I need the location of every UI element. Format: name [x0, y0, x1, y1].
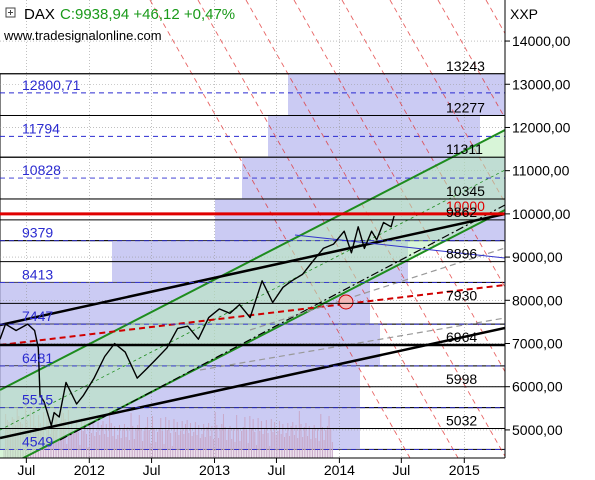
level-label: 9379 — [22, 225, 53, 241]
y-tick-label: 13000,00 — [512, 76, 571, 92]
marker-circle — [338, 294, 354, 310]
level-label: 11311 — [446, 141, 483, 157]
diagonal-line — [149, 0, 411, 458]
x-tick-label: Jul — [143, 462, 161, 478]
expand-icon[interactable] — [5, 7, 16, 18]
x-tick-label: 2015 — [449, 462, 480, 478]
level-label: 10000 — [446, 198, 485, 214]
x-tick-label: 2012 — [74, 462, 105, 478]
level-label: 7447 — [22, 308, 53, 324]
chart-symbol: DAX — [24, 6, 55, 23]
channel-fill — [0, 130, 505, 458]
level-label: 12277 — [446, 99, 485, 115]
channel-border — [0, 129, 505, 391]
y-tick-label: 14000,00 — [512, 33, 571, 49]
diagonal-line — [582, 0, 595, 458]
level-label: 7930 — [446, 287, 477, 303]
x-tick-label: Jul — [267, 462, 285, 478]
y-tick-label: 11000,00 — [512, 163, 570, 179]
level-label: 10345 — [446, 183, 485, 199]
x-tick-label: Jul — [17, 462, 35, 478]
y-tick-label: 7000,00 — [512, 336, 563, 352]
y-tick-label: 9000,00 — [512, 249, 563, 265]
trendline-red-dashed — [0, 284, 505, 346]
level-label: 4549 — [22, 433, 53, 449]
y-tick-label: 10000,00 — [512, 206, 571, 222]
price-line — [0, 215, 395, 427]
level-label: 13243 — [446, 58, 485, 74]
level-label: 5515 — [22, 392, 53, 408]
x-tick-label: Jul — [392, 462, 410, 478]
level-label: 8896 — [446, 246, 477, 262]
level-label: 12800,71 — [22, 77, 81, 93]
x-tick-label: 2014 — [324, 462, 355, 478]
trendline-lower — [0, 326, 505, 440]
trendline-blue — [294, 234, 505, 259]
y-tick-label: 5000,00 — [512, 422, 563, 438]
y-tick-label: 12000,00 — [512, 119, 571, 135]
diagonal-line — [341, 0, 505, 289]
level-band-shade — [288, 73, 505, 116]
chart-quote: C:9938,94 +46,12 +0,47% — [60, 6, 235, 23]
trendline-dashdot — [59, 204, 505, 441]
level-label: 5032 — [446, 413, 477, 429]
y-tick-label: 6000,00 — [512, 379, 563, 395]
level-label: 5998 — [446, 371, 477, 387]
level-label: 11794 — [22, 120, 60, 136]
level-label: 9862 — [446, 204, 477, 220]
chart-source: www.tradesignalonline.com — [3, 28, 162, 43]
trendline-upper — [0, 212, 505, 327]
level-label: 10828 — [22, 162, 61, 178]
exchange-label: XXP — [510, 6, 538, 22]
level-label: 6481 — [22, 350, 53, 366]
level-label: 8413 — [22, 266, 53, 282]
x-tick-label: 2013 — [199, 462, 230, 478]
y-tick-label: 8000,00 — [512, 292, 563, 308]
level-label: 6964 — [446, 329, 477, 345]
channel-midline — [0, 169, 505, 431]
